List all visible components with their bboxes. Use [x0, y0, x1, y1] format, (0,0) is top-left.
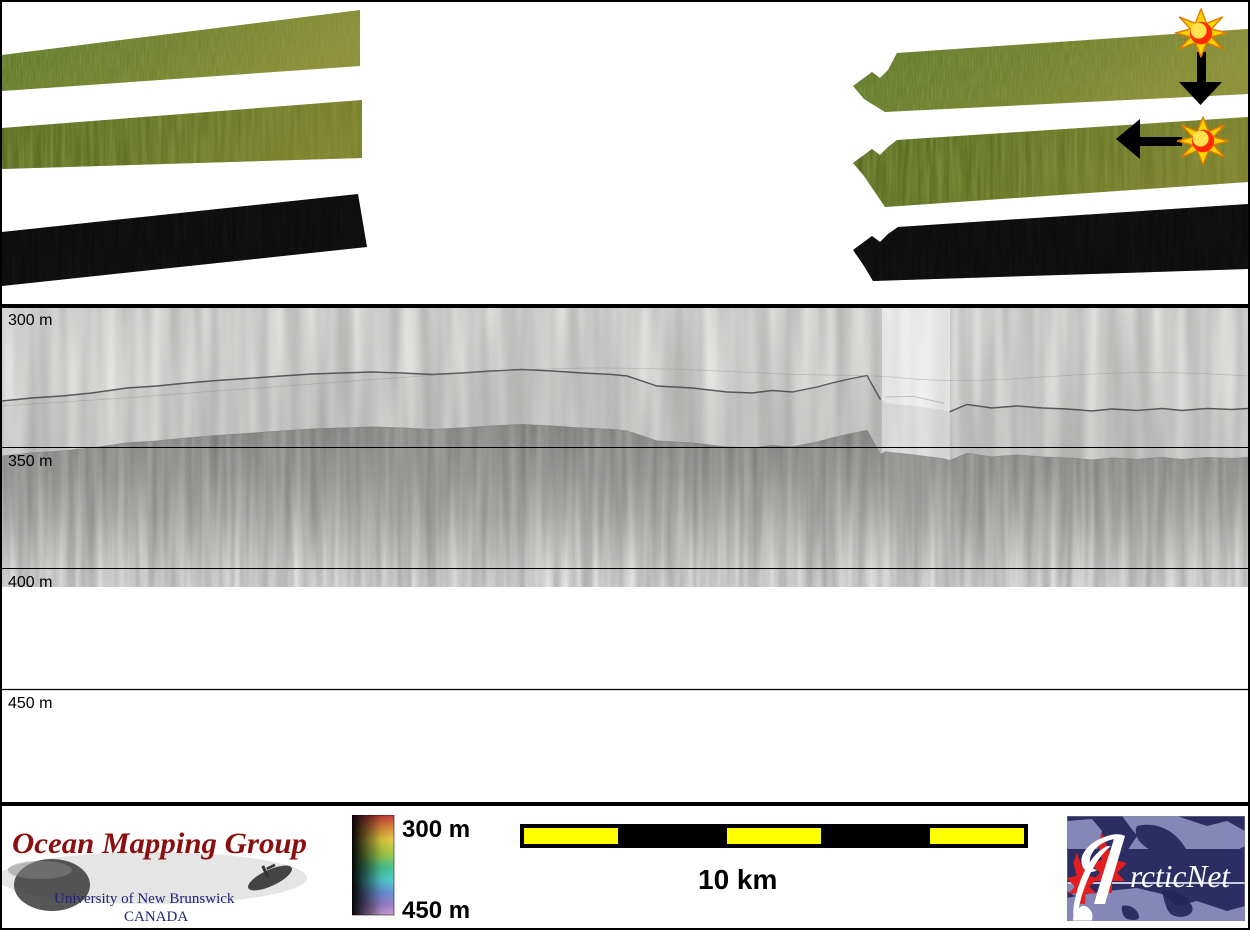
svg-text:CANADA: CANADA — [124, 909, 188, 925]
svg-text:350 m: 350 m — [8, 453, 52, 470]
svg-text:400 m: 400 m — [8, 574, 52, 591]
svg-text:Ocean Mapping Group: Ocean Mapping Group — [12, 827, 307, 860]
svg-text:University of New Brunswick: University of New Brunswick — [54, 891, 235, 907]
svg-text:300 m: 300 m — [8, 312, 52, 329]
svg-text:rcticNet: rcticNet — [1130, 858, 1231, 894]
svg-text:300 m: 300 m — [402, 816, 470, 843]
svg-text:450 m: 450 m — [8, 695, 52, 712]
svg-text:450 m: 450 m — [402, 897, 470, 924]
svg-text:10 km: 10 km — [698, 864, 777, 895]
